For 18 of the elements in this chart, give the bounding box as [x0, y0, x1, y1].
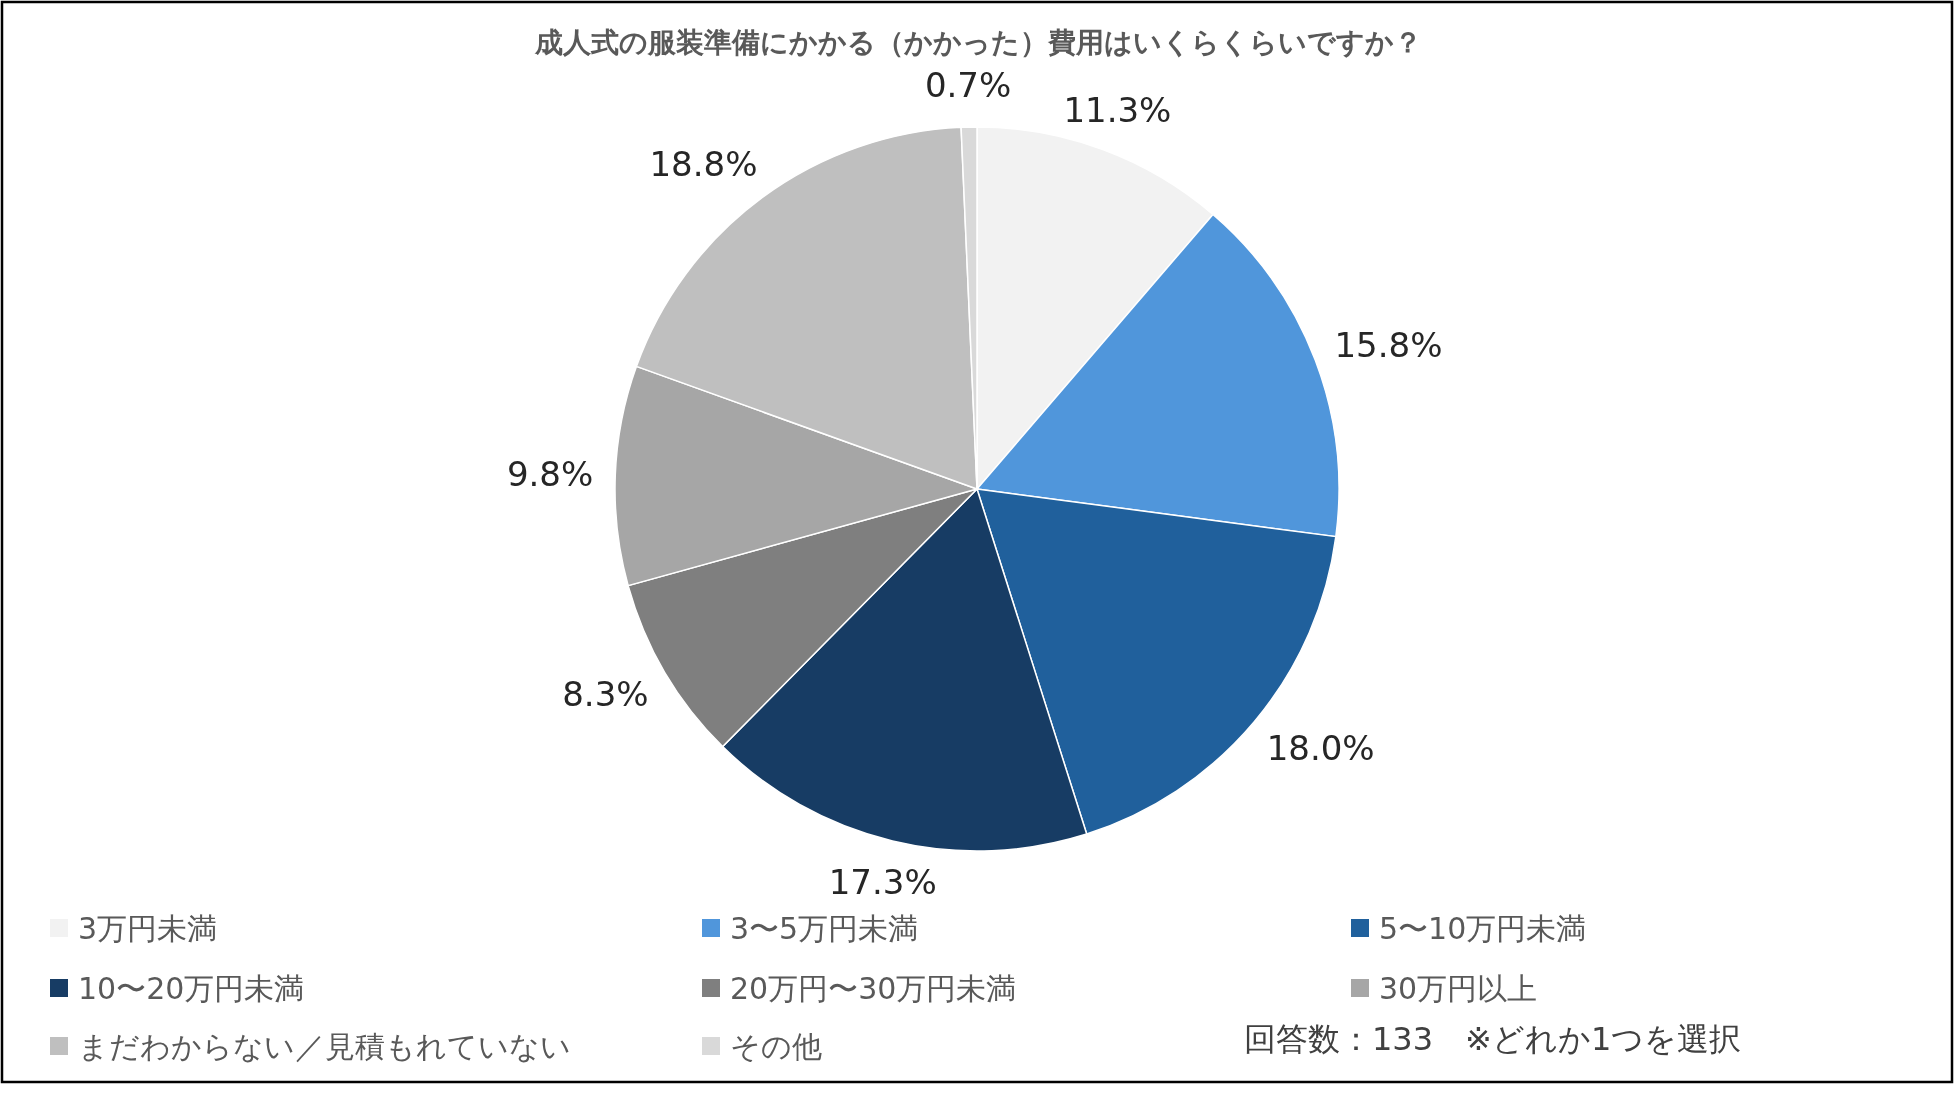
legend-label: 5〜10万円未満	[1379, 911, 1587, 946]
chart-title: 成人式の服装準備にかかる（かかった）費用はいくらくらいですか？	[533, 26, 1422, 59]
data-label: 18.0%	[1266, 728, 1375, 769]
data-label: 0.7%	[924, 65, 1012, 106]
data-label: 17.3%	[828, 861, 937, 902]
data-label: 18.8%	[649, 143, 758, 184]
legend-label: 20万円〜30万円未満	[730, 971, 1017, 1006]
legend-label: 3〜5万円未満	[730, 911, 919, 946]
data-label: 9.8%	[506, 453, 594, 494]
data-label: 15.8%	[1334, 325, 1443, 366]
legend-label: その他	[730, 1029, 822, 1064]
legend-label: 30万円以上	[1379, 971, 1538, 1006]
data-label: 11.3%	[1063, 90, 1172, 131]
legend-label: 3万円未満	[78, 911, 218, 946]
data-label: 8.3%	[562, 673, 649, 714]
legend-label: 10〜20万円未満	[78, 971, 305, 1006]
text: 回答数：133 ※どれか1つを選択	[1244, 1020, 1742, 1058]
legend-label: まだわからない／見積もれていない	[78, 1029, 571, 1064]
